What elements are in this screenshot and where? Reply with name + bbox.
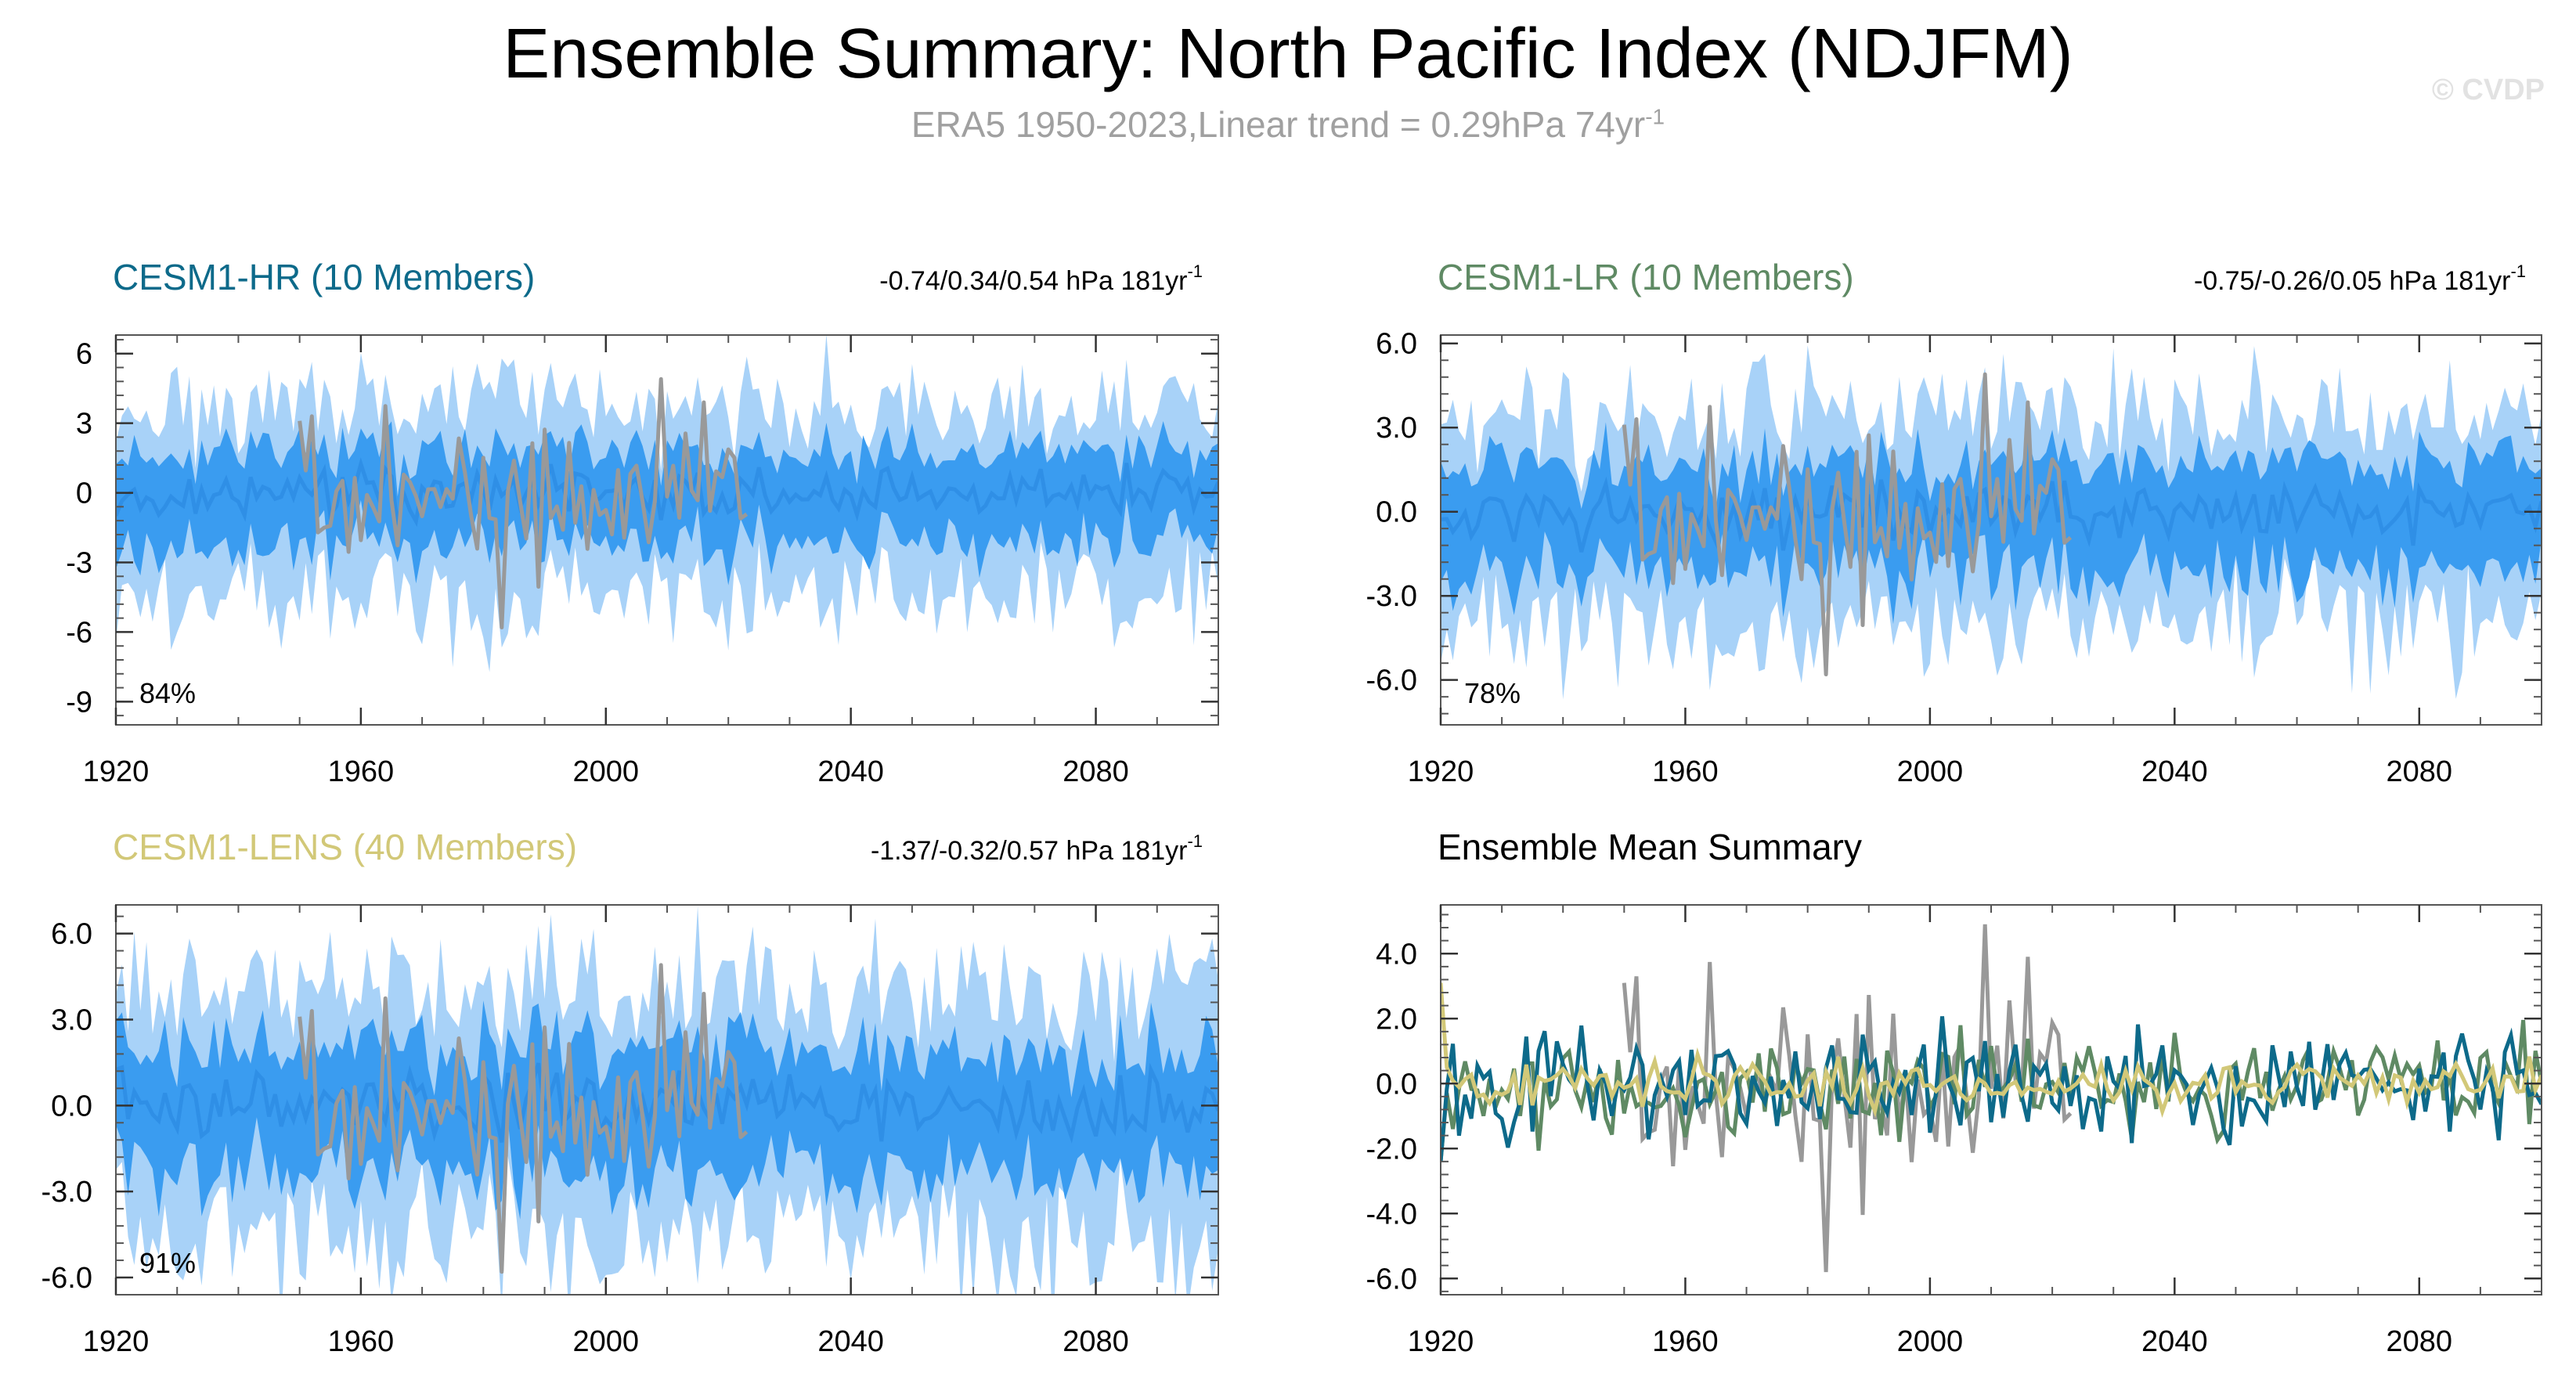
panel-stats: -0.74/0.34/0.54 hPa 181yr-1 [879,261,1203,296]
y-tick-label: 6.0 [1376,328,1417,361]
plot-area [1441,345,2542,700]
y-tick-label: 0.0 [51,1090,92,1123]
panel-title: CESM1-HR (10 Members) [113,257,535,297]
panel-stats-text: -0.74/0.34/0.54 hPa 181yr [879,266,1187,296]
y-tick-label: -6.0 [1366,1263,1417,1296]
panel-stats: -0.75/-0.26/0.05 hPa 181yr-1 [2194,261,2526,296]
y-tick-label: -6.0 [1366,665,1417,697]
panel-cesm1-hr-10-members-: 1920 1960 2000 2040 2080 6 3 0 -3 -6 -9 CESM1-HR (1… [66,257,1219,788]
x-tick-label: 2080 [2387,755,2453,788]
y-tick-label: 3.0 [1376,412,1417,445]
percent-label: 84% [139,677,196,709]
cvdp-watermark: © CVDP [2431,74,2545,106]
panel-title: Ensemble Mean Summary [1438,827,1862,867]
y-tick-label: 6 [76,338,92,371]
x-tick-label: 1960 [1652,1325,1719,1358]
x-tick-label: 2000 [1897,755,1964,788]
observed-series-line [298,377,749,629]
figure-subtitle: ERA5 1950-2023,Linear trend = 0.29hPa 74… [0,103,2576,146]
subtitle-text: ERA5 1950-2023,Linear trend = 0.29hPa 74… [911,104,1646,145]
y-tick-label: 3 [76,408,92,441]
x-tick-label: 2080 [1063,755,1129,788]
panel-title: CESM1-LENS (40 Members) [113,827,577,867]
y-tick-label: 0.0 [1376,496,1417,529]
plot-area [116,906,1218,1295]
y-tick-label: -3.0 [1366,580,1417,613]
panel-stats-text: -0.75/-0.26/0.05 hPa 181yr [2194,266,2511,296]
plot-area [116,335,1218,672]
panel-stats: -1.37/-0.32/0.57 hPa 181yr-1 [871,831,1203,866]
observed-series-line [1622,372,2073,676]
ensemble-mean-line [1441,476,2542,553]
panel-cesm1-lr-10-members-: 1920 1960 2000 2040 2080 6.0 3.0 0.0 -3.0 -6.0 CES… [1366,257,2542,788]
y-tick-label: 0 [76,477,92,510]
inner-spread-band [116,421,1218,586]
x-tick-label: 1960 [328,755,395,788]
y-tick-label: 3.0 [51,1004,92,1036]
y-tick-label: 6.0 [51,918,92,951]
y-tick-label: 2.0 [1376,1003,1417,1036]
percent-label: 78% [1464,677,1521,709]
plot-area [1441,924,2542,1273]
x-tick-label: 2040 [2141,755,2208,788]
y-tick-label: 0.0 [1376,1068,1417,1101]
y-tick-label: -3 [66,547,92,580]
y-tick-label: -4.0 [1366,1198,1417,1231]
panel-ensemble-mean-summary: 1920 1960 2000 2040 2080 4.0 2.0 0.0 -2.0 -4.0 -6.… [1366,827,2542,1358]
x-tick-label: 2000 [573,1325,640,1358]
x-tick-label: 2040 [817,755,884,788]
subtitle-superscript: -1 [1645,104,1665,129]
x-tick-label: 1920 [83,1325,150,1358]
panel-stats-superscript: -1 [1187,831,1203,851]
y-tick-label: 4.0 [1376,938,1417,971]
y-tick-label: -9 [66,686,92,719]
y-tick-label: -6.0 [41,1262,92,1295]
x-tick-label: 1920 [1408,755,1474,788]
x-tick-label: 1960 [1652,755,1719,788]
y-tick-label: -2.0 [1366,1133,1417,1166]
x-tick-label: 2040 [2141,1325,2208,1358]
x-tick-label: 2080 [1063,1325,1129,1358]
percent-label: 91% [139,1247,196,1279]
y-tick-label: -3.0 [41,1176,92,1209]
cesm1-lr-mean-line [1441,1019,2542,1162]
panel-stats-superscript: -1 [1187,261,1203,281]
cesm1-lens-mean-line [1441,982,2542,1119]
panel-stats-superscript: -1 [2510,261,2526,281]
panel-cesm1-lens-40-members-: 1920 1960 2000 2040 2080 6.0 3.0 0.0 -3.0 -6.0 CES… [41,827,1219,1358]
observed-series-line [298,963,749,1274]
panel-title: CESM1-LR (10 Members) [1438,257,1854,297]
x-tick-label: 2040 [817,1325,884,1358]
x-tick-label: 1920 [1408,1325,1474,1358]
x-tick-label: 2080 [2387,1325,2453,1358]
x-tick-label: 1920 [83,755,150,788]
figure-title: Ensemble Summary: North Pacific Index (N… [503,15,2073,93]
x-tick-label: 2000 [573,755,640,788]
x-tick-label: 1960 [328,1325,395,1358]
x-tick-label: 2000 [1897,1325,1964,1358]
y-tick-label: -6 [66,616,92,649]
panel-stats-text: -1.37/-0.32/0.57 hPa 181yr [871,836,1188,866]
